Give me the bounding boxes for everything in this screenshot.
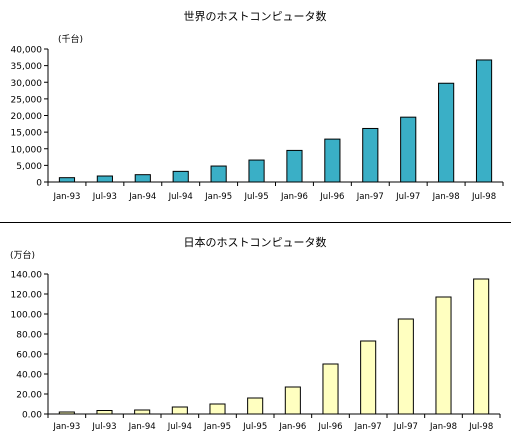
x-tick-label: Jul-94: [168, 192, 193, 202]
bar: [286, 149, 303, 183]
y-tick-label: 0: [36, 179, 42, 189]
world-hosts-chart: 世界のホストコンピュータ数 (千台) 0 5,000 10,000 15,000 20,00…: [11, 10, 504, 202]
bar: [362, 127, 379, 183]
x-tick-label: Jul-97: [393, 422, 418, 431]
bar: [171, 406, 188, 415]
x-tick-label: Jul-93: [91, 422, 116, 431]
x-tick-label: Jul-96: [317, 422, 342, 431]
y-tick-label: 35,000: [11, 62, 43, 72]
x-tick-label: Jan-95: [203, 422, 231, 431]
bar: [438, 82, 455, 183]
section-divider: [0, 222, 511, 223]
x-tick-label: Jan-98: [432, 192, 460, 202]
y-tick-label: 5,000: [16, 162, 42, 172]
x-tick-label: Jan-93: [52, 192, 80, 202]
bar: [134, 409, 151, 415]
unit-label: (万台): [10, 249, 35, 261]
x-tick-label: Jan-94: [128, 422, 156, 431]
y-tick-label: 20,000: [11, 112, 43, 122]
x-tick-label: Jul-94: [167, 422, 192, 431]
x-tick-label: Jul-96: [319, 192, 344, 202]
y-tick-label: 20.00: [16, 391, 42, 401]
y-tick-label: 100.00: [11, 311, 43, 321]
bar: [324, 138, 341, 183]
bar: [360, 340, 377, 415]
bar: [96, 410, 113, 415]
bar: [475, 59, 493, 183]
y-tick-label: 30,000: [11, 79, 43, 89]
y-tick-label: 40.00: [16, 371, 42, 381]
bar: [322, 363, 339, 415]
chart-title: 日本のホストコンピュータ数: [184, 235, 327, 249]
x-tick-label: Jan-97: [356, 192, 384, 202]
y-tick-label: 120.00: [11, 291, 43, 301]
y-tick-label: 40,000: [11, 46, 43, 56]
x-tick-label: Jan-95: [204, 192, 232, 202]
y-tick-label: 15,000: [11, 129, 43, 139]
x-tick-label: Jul-98: [468, 422, 493, 431]
x-tick-label: Jul-95: [243, 192, 268, 202]
bar: [58, 177, 76, 183]
x-tick-label: Jan-94: [128, 192, 156, 202]
x-tick-label: Jan-98: [429, 422, 457, 431]
japan-hosts-chart: 日本のホストコンピュータ数 (万台) 0.00 20.00 40.00 60.00 80.0…: [10, 235, 501, 431]
bar: [284, 386, 301, 415]
y-tick-label: 25,000: [11, 95, 43, 105]
x-tick-label: Jul-95: [242, 422, 267, 431]
bar: [473, 278, 490, 415]
chart-title: 世界のホストコンピュータ数: [184, 10, 327, 23]
y-tick-label: 80.00: [16, 331, 42, 341]
bar: [435, 296, 452, 415]
x-tick-label: Jan-93: [52, 422, 80, 431]
bar: [58, 411, 75, 415]
y-tick-label: 10,000: [11, 145, 43, 155]
x-tick-label: Jan-97: [354, 422, 382, 431]
bar: [209, 403, 226, 415]
bar: [400, 116, 417, 183]
unit-label: (千台): [58, 33, 83, 45]
y-tick-label: 0.00: [22, 411, 42, 421]
bar: [134, 174, 151, 183]
x-tick-label: Jul-98: [471, 192, 496, 202]
x-tick-label: Jul-97: [395, 192, 420, 202]
bar: [397, 318, 414, 415]
bar: [247, 397, 264, 415]
bar: [96, 175, 113, 183]
bar: [172, 170, 189, 183]
bar: [248, 159, 265, 183]
bar: [210, 165, 227, 183]
y-tick-label: 140.00: [11, 271, 43, 281]
x-tick-label: Jul-93: [92, 192, 117, 202]
y-tick-label: 60.00: [16, 351, 42, 361]
x-tick-label: Jan-96: [280, 192, 308, 202]
x-tick-label: Jan-96: [278, 422, 306, 431]
